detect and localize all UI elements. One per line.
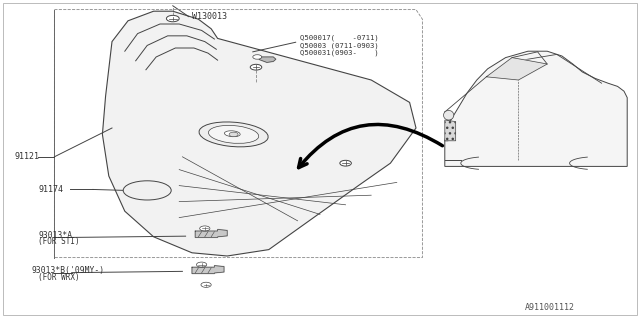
Circle shape [229,132,238,137]
Circle shape [340,160,351,166]
Text: Q500017(    -0711): Q500017( -0711) [300,35,378,41]
Text: (FOR WRX): (FOR WRX) [38,273,80,282]
Ellipse shape [124,181,172,200]
Ellipse shape [199,122,268,147]
Circle shape [253,55,262,59]
Text: 93013*B('09MY-): 93013*B('09MY-) [32,266,105,275]
Text: 91121: 91121 [14,152,39,161]
Polygon shape [192,266,224,274]
Text: 93013*A: 93013*A [38,231,72,240]
Text: 91174: 91174 [38,185,63,194]
Text: Q50003 (0711-0903): Q50003 (0711-0903) [300,42,378,49]
Ellipse shape [209,125,259,143]
Polygon shape [445,51,627,166]
Polygon shape [102,11,416,256]
Ellipse shape [444,110,454,120]
Polygon shape [195,229,227,237]
Circle shape [200,226,210,231]
Ellipse shape [225,131,240,137]
Circle shape [196,262,207,267]
Circle shape [250,64,262,70]
Text: (FOR STI): (FOR STI) [38,237,80,246]
Text: Q500031(0903-    ): Q500031(0903- ) [300,50,378,56]
Polygon shape [445,120,456,141]
Polygon shape [486,58,547,80]
Text: A911001112: A911001112 [525,303,575,312]
Circle shape [166,15,179,22]
Text: W130013: W130013 [192,12,227,20]
Polygon shape [259,57,276,62]
Circle shape [201,282,211,287]
